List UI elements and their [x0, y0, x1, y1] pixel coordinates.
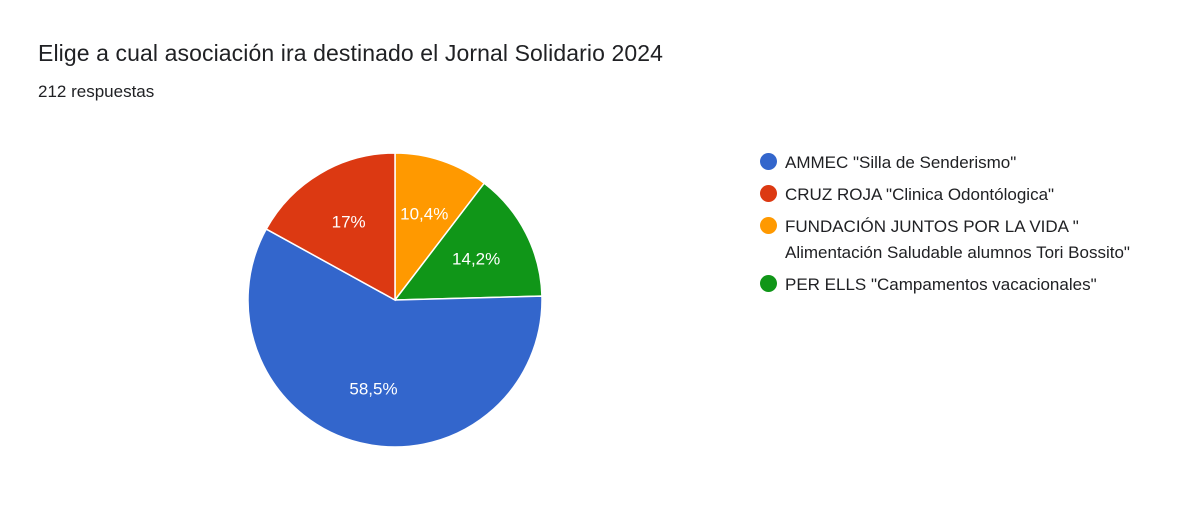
- legend-item-fundacion[interactable]: FUNDACIÓN JUNTOS POR LA VIDA " Alimentac…: [760, 214, 1160, 266]
- chart-title: Elige a cual asociación ira destinado el…: [38, 40, 664, 66]
- legend-label: PER ELLS "Campamentos vacacionales": [785, 275, 1097, 294]
- chart-legend: AMMEC "Silla de Senderismo" CRUZ ROJA "C…: [760, 150, 1160, 304]
- slice-ammec[interactable]: [247, 228, 543, 448]
- legend-dot-icon: [760, 185, 777, 202]
- slice-per-ells[interactable]: [393, 182, 543, 301]
- legend-dot-icon: [760, 153, 777, 170]
- slice-percent-label: 58,5%: [349, 380, 397, 399]
- response-count: 212 respuestas: [38, 82, 155, 101]
- legend-label: AMMEC "Silla de Senderismo": [785, 153, 1017, 172]
- legend-label: FUNDACIÓN JUNTOS POR LA VIDA " Alimentac…: [785, 217, 1130, 262]
- slice-percent-label: 10,4%: [400, 205, 448, 224]
- slice-cruz-roja[interactable]: [265, 152, 396, 302]
- slice-fundacion[interactable]: [394, 152, 486, 303]
- legend-item-per-ells[interactable]: PER ELLS "Campamentos vacacionales": [760, 272, 1160, 298]
- legend-label: CRUZ ROJA "Clinica Odontólogica": [785, 185, 1055, 204]
- legend-item-ammec[interactable]: AMMEC "Silla de Senderismo": [760, 150, 1160, 176]
- slice-percent-label: 17%: [332, 213, 366, 232]
- legend-item-cruz-roja[interactable]: CRUZ ROJA "Clinica Odontólogica": [760, 182, 1160, 208]
- pie-slices: [247, 152, 543, 448]
- legend-dot-icon: [760, 275, 777, 292]
- slice-percent-label: 14,2%: [452, 250, 500, 269]
- pie-slice-labels: 10,4% 14,2% 58,5% 17%: [332, 205, 501, 399]
- legend-dot-icon: [760, 217, 777, 234]
